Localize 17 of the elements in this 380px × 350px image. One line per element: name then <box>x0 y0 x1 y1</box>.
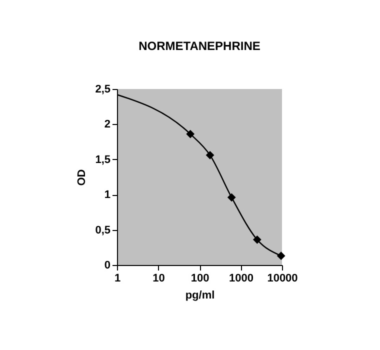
y-tick-label: 2,5 <box>95 84 110 96</box>
y-tick-label: 1,5 <box>95 154 110 166</box>
point <box>206 150 214 160</box>
x-axis-title: pg/ml <box>185 290 215 302</box>
y-tick-label: 0,5 <box>95 224 110 236</box>
y-tick-label: 1 <box>104 189 110 202</box>
point <box>252 235 262 244</box>
x-tick-label: 100 <box>190 272 210 284</box>
y-tick-label: 2 <box>104 118 110 131</box>
point <box>276 252 286 260</box>
y-axis-title: OD <box>76 169 88 186</box>
x-tick-label: 1000 <box>229 272 254 284</box>
chart-title: NORMETANEPHRINE <box>138 39 260 53</box>
y-tick-label: 0 <box>104 260 110 272</box>
x-tick-label: 10 <box>152 272 165 284</box>
x-tick-label: 1 <box>114 272 121 284</box>
x-tick-label: 10000 <box>267 272 298 284</box>
